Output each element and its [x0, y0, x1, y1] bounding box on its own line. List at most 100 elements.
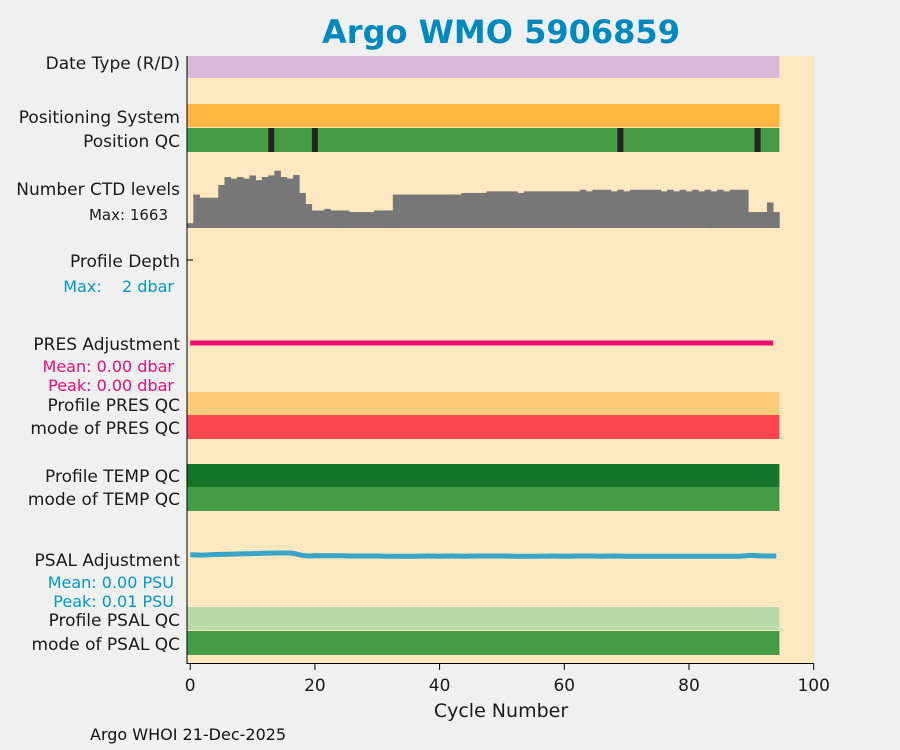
ctd-bar-44	[461, 192, 468, 228]
ctd-bar-28	[361, 212, 369, 228]
ctd-bar-85	[717, 189, 724, 228]
ctd-bar-88	[735, 189, 743, 228]
ctd-bar-22	[324, 208, 331, 228]
ctd-bar-32	[386, 210, 394, 228]
ctd-bar-29	[367, 212, 375, 228]
label-profile-pres-qc: Profile PRES QC	[47, 396, 180, 416]
label-psal-mean: Mean: 0.00 PSU	[48, 573, 174, 592]
ctd-bar-5	[218, 184, 225, 228]
ctd-bar-30	[374, 210, 381, 228]
x-tick-label-100: 100	[797, 676, 829, 696]
ctd-bar-75	[654, 189, 662, 228]
ctd-bar-15	[280, 177, 288, 228]
label-mode-psal-qc: mode of PSAL QC	[31, 635, 180, 655]
ctd-bar-66	[598, 189, 606, 228]
ctd-bar-47	[480, 192, 487, 228]
ctd-bar-1	[193, 194, 200, 228]
ctd-bar-33	[392, 194, 400, 228]
position-qc-flag-69	[617, 128, 624, 152]
ctd-bar-74	[648, 189, 656, 228]
ctd-bar-60	[561, 191, 568, 228]
ctd-bar-59	[554, 191, 562, 228]
x-axis-ticks: 0 20 40 60 80 100	[185, 663, 830, 696]
ctd-bar-52	[511, 191, 518, 228]
ctd-bar-50	[498, 191, 506, 228]
ctd-bar-20	[311, 210, 319, 228]
ctd-bar-24	[336, 210, 344, 228]
ctd-bar-83	[704, 189, 712, 228]
ctd-bar-87	[729, 189, 737, 228]
label-ctd-max: Max: 1663	[89, 206, 168, 224]
ctd-bar-90	[748, 212, 755, 228]
ctd-bar-3	[205, 197, 213, 228]
ctd-bar-8	[236, 177, 244, 228]
label-profile-psal-qc: Profile PSAL QC	[49, 611, 180, 631]
x-tick-label-20: 20	[304, 676, 326, 696]
ctd-bar-10	[249, 175, 256, 228]
footer-credit: Argo WHOI 21-Dec-2025	[90, 725, 287, 744]
ctd-bar-91	[754, 212, 762, 228]
profile-temp-qc-band	[187, 464, 780, 487]
ctd-bar-9	[243, 178, 250, 228]
ctd-bar-69	[617, 189, 624, 228]
label-pres-peak: Peak: 0.00 dbar	[48, 376, 174, 395]
ctd-bar-45	[467, 192, 475, 228]
ctd-bar-48	[486, 191, 493, 228]
plot-area	[187, 56, 814, 663]
ctd-bar-0	[187, 223, 194, 228]
label-positioning-system: Positioning System	[19, 108, 180, 128]
ctd-bar-76	[660, 191, 668, 228]
ctd-bar-14	[274, 170, 281, 228]
ctd-bar-58	[548, 191, 556, 228]
ctd-bar-41	[442, 194, 450, 228]
ctd-bar-67	[604, 189, 612, 228]
ctd-bar-51	[505, 191, 512, 228]
position-qc-flag-91	[754, 128, 761, 152]
ctd-bar-4	[212, 197, 219, 228]
date-type-band	[187, 56, 780, 78]
label-depth-max: Max: 2 dbar	[63, 277, 174, 296]
label-position-qc: Position QC	[83, 132, 180, 152]
ctd-bar-84	[710, 191, 718, 228]
ctd-bar-63	[579, 189, 587, 228]
ctd-bar-82	[698, 191, 705, 228]
ctd-bar-21	[318, 210, 325, 228]
ctd-bar-19	[305, 204, 313, 228]
ctd-bar-65	[592, 189, 599, 228]
profile-pres-qc-band	[187, 392, 780, 415]
label-mode-temp-qc: mode of TEMP QC	[28, 490, 180, 510]
ctd-bar-11	[255, 180, 263, 228]
ctd-bar-38	[424, 194, 431, 228]
position-qc-band	[187, 128, 780, 152]
label-date-type: Date Type (R/D)	[46, 54, 180, 74]
ctd-bar-62	[573, 191, 581, 228]
chart-title: Argo WMO 5906859	[322, 13, 680, 51]
ctd-bar-18	[299, 192, 306, 228]
ctd-bar-35	[405, 194, 412, 228]
ctd-bar-49	[492, 191, 500, 228]
x-tick-label-40: 40	[429, 676, 451, 696]
position-qc-flag-13	[268, 128, 275, 152]
ctd-bar-79	[679, 189, 687, 228]
ctd-bar-70	[623, 191, 631, 228]
ctd-bar-61	[567, 191, 574, 228]
ctd-levels-bars	[187, 170, 780, 228]
ctd-bar-92	[760, 212, 768, 228]
ctd-bar-36	[411, 194, 419, 228]
ctd-bar-25	[342, 210, 350, 228]
psal-adjustment-line	[190, 550, 777, 559]
ctd-bar-57	[542, 191, 550, 228]
ctd-bar-94	[773, 212, 780, 228]
ctd-bar-34	[399, 194, 406, 228]
profile-psal-qc-band	[187, 607, 780, 630]
ctd-bar-6	[224, 177, 232, 228]
ctd-bar-2	[199, 197, 207, 228]
ctd-bar-46	[473, 192, 481, 228]
ctd-bar-80	[685, 191, 693, 228]
ctd-bar-27	[355, 212, 362, 228]
ctd-bar-12	[261, 177, 269, 228]
ctd-bar-54	[523, 191, 531, 228]
ctd-bar-64	[586, 191, 593, 228]
ctd-bar-17	[293, 175, 300, 228]
